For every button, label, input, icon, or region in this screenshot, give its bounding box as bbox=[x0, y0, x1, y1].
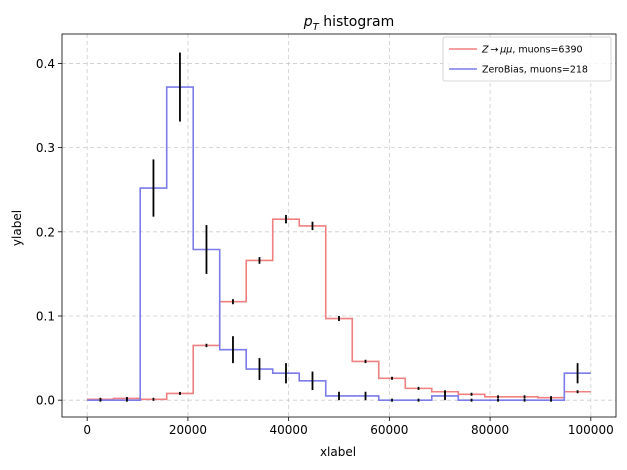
chart-title-sub: T bbox=[313, 22, 320, 33]
x-tick-label: 20000 bbox=[169, 423, 207, 437]
x-axis-ticks: 0 20000 40000 60000 80000 100000 bbox=[83, 417, 614, 437]
y-tick-label: 0.4 bbox=[36, 57, 55, 71]
legend-label-zerobias: ZeroBias, muons=218 bbox=[482, 65, 588, 76]
x-tick-label: 100000 bbox=[568, 423, 614, 437]
y-axis-ticks: 0.0 0.1 0.2 0.3 0.4 bbox=[36, 57, 62, 408]
legend-label-zmumu-rest: , muons=6390 bbox=[512, 45, 582, 56]
y-tick-label: 0.3 bbox=[36, 141, 55, 155]
y-tick-label: 0.1 bbox=[36, 309, 55, 323]
y-axis-label: ylabel bbox=[10, 210, 24, 246]
y-tick-label: 0.0 bbox=[36, 394, 55, 408]
x-tick-label: 80000 bbox=[471, 423, 509, 437]
x-tick-label: 60000 bbox=[370, 423, 408, 437]
x-tick-label: 0 bbox=[83, 423, 91, 437]
series-zerobias-step-line bbox=[87, 86, 591, 401]
legend: Z → μμ, muons=6390 ZeroBias, muons=218 bbox=[442, 36, 612, 82]
chart-title: pT histogram bbox=[303, 14, 394, 33]
series-layer bbox=[87, 86, 591, 401]
chart-title-main: p bbox=[303, 14, 313, 30]
legend-label-zmumu: Z → μμ, muons=6390 bbox=[481, 45, 583, 56]
plot-area-frame bbox=[61, 33, 617, 418]
legend-label-zmumu-main: Z → μμ bbox=[481, 45, 512, 56]
series-zmumu-step-line bbox=[87, 218, 591, 401]
x-axis-label: xlabel bbox=[320, 445, 356, 459]
grid-lines bbox=[62, 34, 616, 417]
error-bars bbox=[99, 52, 579, 402]
legend-box bbox=[442, 36, 612, 82]
x-tick-label: 40000 bbox=[270, 423, 308, 437]
y-tick-label: 0.2 bbox=[36, 225, 55, 239]
chart-title-rest: histogram bbox=[319, 14, 394, 30]
